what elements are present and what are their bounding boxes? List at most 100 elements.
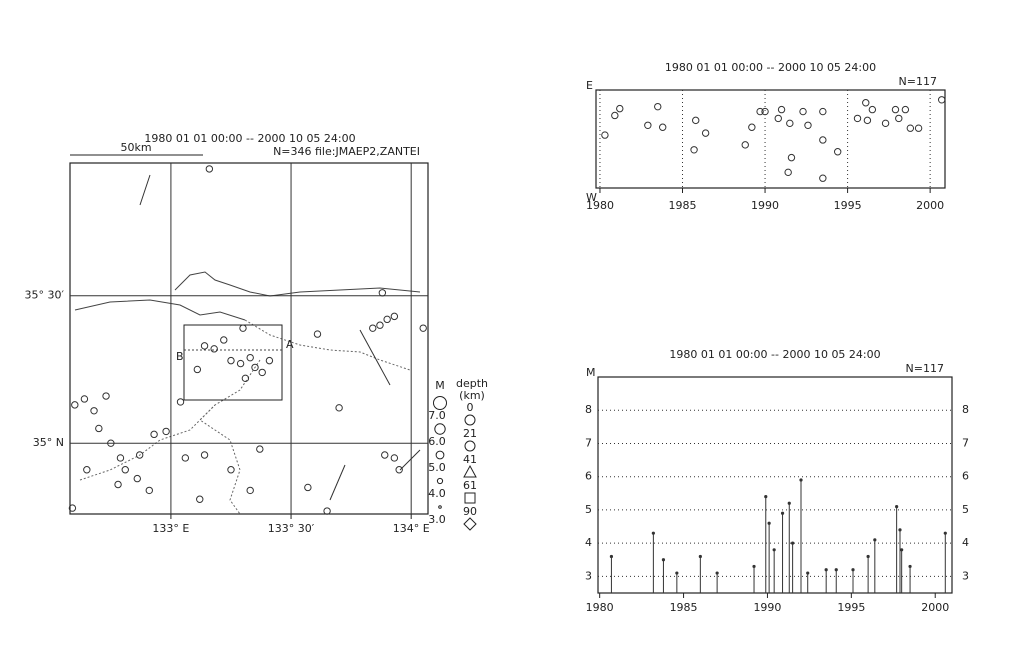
event-marker [701,129,710,137]
y-tick-label: 5 [585,503,592,516]
event-marker [68,504,77,512]
stem-head [767,521,771,525]
event-marker [220,336,228,344]
y-tick-label-right: 7 [962,436,969,449]
event-marker [611,111,619,120]
event-marker [819,136,827,144]
event-marker [914,124,923,132]
event-marker [786,119,794,128]
stem-head [651,531,655,535]
legend-shape [464,492,476,504]
event-marker [756,107,764,116]
stem-head [661,558,666,562]
event-marker [644,121,652,129]
event-marker [381,451,389,459]
x-tick-label: 1990 [751,199,779,212]
event-marker [692,116,700,125]
x-tick-label: 133° 30′ [268,522,315,535]
stem-head [900,548,904,552]
y-axis-label-bottom: W [586,191,597,204]
x-tick-label: 133° E [152,522,189,535]
y-tick-label-right: 5 [962,503,969,516]
legend-label: 3.0 [428,513,446,526]
fault-lines [139,174,421,501]
event-marker [162,427,170,436]
annotation: N=117 [899,75,937,88]
event-marker [390,312,399,321]
event-marker [227,466,235,474]
x-tick-label: 134° E [393,522,430,535]
legend-label: 0 [467,401,474,414]
event-marker [90,407,98,415]
event-marker [891,105,900,114]
event-marker [241,374,250,383]
event-marker [819,107,827,116]
legend-size [433,396,447,410]
y-tick-label: 35° N [33,436,64,449]
event-marker [121,466,129,474]
event-marker [658,123,667,131]
scale-label: 50km [120,141,151,154]
event-marker [906,124,915,132]
event-marker [205,165,214,173]
plot-frame [69,162,429,515]
legend-unit: (km) [459,389,485,402]
legend-shape [464,414,476,426]
y-axis-label-top: E [586,79,593,92]
event-marker [200,451,209,459]
event-marker [251,363,259,372]
legend-size [434,423,446,435]
chart-title: 1980 01 01 00:00 -- 2000 10 05 24:00 [144,132,355,145]
stem-head [908,564,912,569]
legend-label: 5.0 [428,461,446,474]
event-marker [176,398,185,406]
stem-head [824,568,828,572]
event-marker [395,466,403,474]
event-marker [256,445,264,453]
legend-title: depth [456,377,488,390]
stem-head [780,511,785,515]
legend-size [436,477,444,485]
event-marker [799,107,807,116]
event-marker [378,289,387,297]
event-marker [804,121,812,129]
section-end-label: A [286,338,294,351]
legend-label: 61 [463,479,477,492]
y-tick-label-right: 3 [962,569,969,582]
stem-head [609,554,614,559]
legend-label: 4.0 [428,487,446,500]
event-marker [901,105,910,114]
event-marker [868,105,877,114]
annotation: N=346 file:JMAEP2,ZANTEI [273,145,420,158]
event-marker [881,119,890,128]
study-area-box [183,324,283,401]
chart-title: 1980 01 01 00:00 -- 2000 10 05 24:00 [665,61,876,74]
event-marker [741,141,749,149]
y-tick-label: 4 [585,536,592,549]
event-marker [145,486,153,495]
event-marker [777,105,786,114]
event-marker [196,495,204,503]
event-marker [265,356,274,365]
stem-head [787,501,791,505]
legend-label: 41 [463,453,477,466]
legend-shape [463,517,477,531]
legend-shape [463,464,477,478]
legend-size [435,450,445,460]
event-marker [787,153,796,162]
event-marker [863,116,872,125]
legend-label: 21 [463,427,477,440]
stem-head [791,541,795,545]
event-marker [239,324,247,332]
event-marker [227,356,235,365]
event-marker [937,96,946,104]
event-marker [116,454,125,462]
y-tick-label: 35° 30′ [25,289,65,302]
event-marker [853,114,862,123]
stem-head [772,548,776,552]
y-tick-label: 7 [585,436,592,449]
event-marker [246,486,254,495]
stem-head [834,568,838,572]
event-marker [335,404,343,412]
